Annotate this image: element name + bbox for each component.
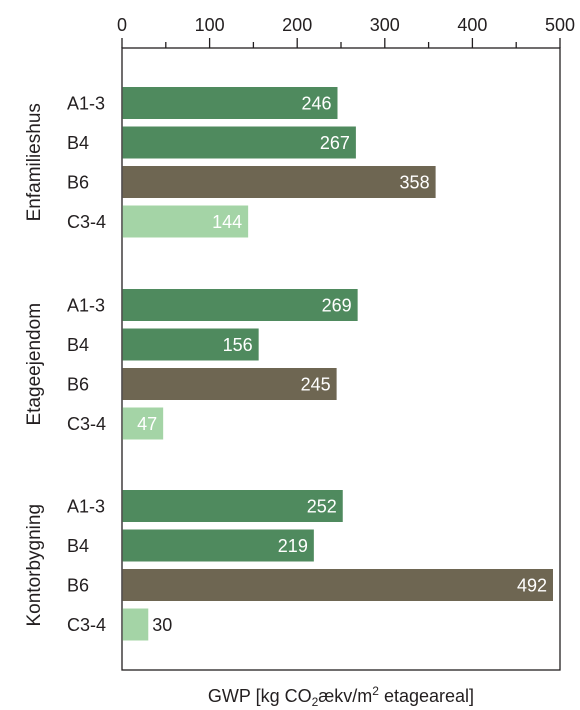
xlabel-text: ækv/m (318, 686, 372, 706)
category-label: B4 (67, 536, 89, 556)
xlabel-text: etageareal] (379, 686, 474, 706)
group-label: Etageejendom (24, 303, 45, 426)
x-tick-label: 300 (370, 15, 400, 35)
category-label: B6 (67, 576, 89, 596)
bar (122, 608, 149, 641)
data-label: 246 (301, 94, 331, 114)
category-label: B6 (67, 375, 89, 395)
group-label: Kontorbygning (24, 504, 45, 627)
bar (122, 569, 553, 601)
data-label: 269 (322, 296, 352, 316)
category-label: C3-4 (67, 615, 106, 635)
group-label: Enfamilieshus (24, 103, 45, 221)
x-tick-label: 500 (545, 15, 575, 35)
xlabel-text: GWP [kg CO (208, 686, 312, 706)
data-label: 30 (152, 615, 172, 635)
x-tick-label: 200 (282, 15, 312, 35)
xlabel-superscript: 2 (372, 684, 379, 698)
x-axis-label: GWP [kg CO2ækv/m2 etageareal] (208, 684, 474, 709)
data-label: 245 (301, 375, 331, 395)
category-labels: A1-3 B4 B6 C3-4 Enfamilieshus A1-3 B4 B6 C3-4 Eta… (24, 94, 106, 636)
data-label: 252 (307, 497, 337, 517)
x-tick-label: 400 (457, 15, 487, 35)
data-label: 219 (278, 536, 308, 556)
bar (122, 328, 259, 361)
category-label: A1-3 (67, 296, 105, 316)
bars: 246 267 358 144 269 156 245 47 252 219 492 30 (122, 87, 553, 641)
bar (122, 126, 356, 159)
x-axis: 0 100 200 300 400 500 (117, 15, 575, 671)
data-label: 47 (137, 414, 157, 434)
data-label: 267 (320, 133, 350, 153)
x-tick-label: 0 (117, 15, 127, 35)
category-label: A1-3 (67, 497, 105, 517)
category-label: A1-3 (67, 94, 105, 114)
data-label: 156 (223, 335, 253, 355)
data-label: 144 (212, 212, 242, 232)
bar (122, 368, 337, 400)
bar (122, 166, 436, 198)
bar (122, 289, 358, 321)
x-tick-label: 100 (195, 15, 225, 35)
bar (122, 529, 314, 562)
bar (122, 205, 249, 238)
category-label: C3-4 (67, 212, 106, 232)
category-label: C3-4 (67, 414, 106, 434)
bar (122, 87, 338, 119)
xlabel-subscript: 2 (312, 695, 319, 709)
data-label: 492 (517, 576, 547, 596)
category-label: B6 (67, 173, 89, 193)
bar (122, 490, 343, 522)
category-label: B4 (67, 133, 89, 153)
data-label: 358 (400, 173, 430, 193)
bar (122, 407, 164, 440)
category-label: B4 (67, 335, 89, 355)
